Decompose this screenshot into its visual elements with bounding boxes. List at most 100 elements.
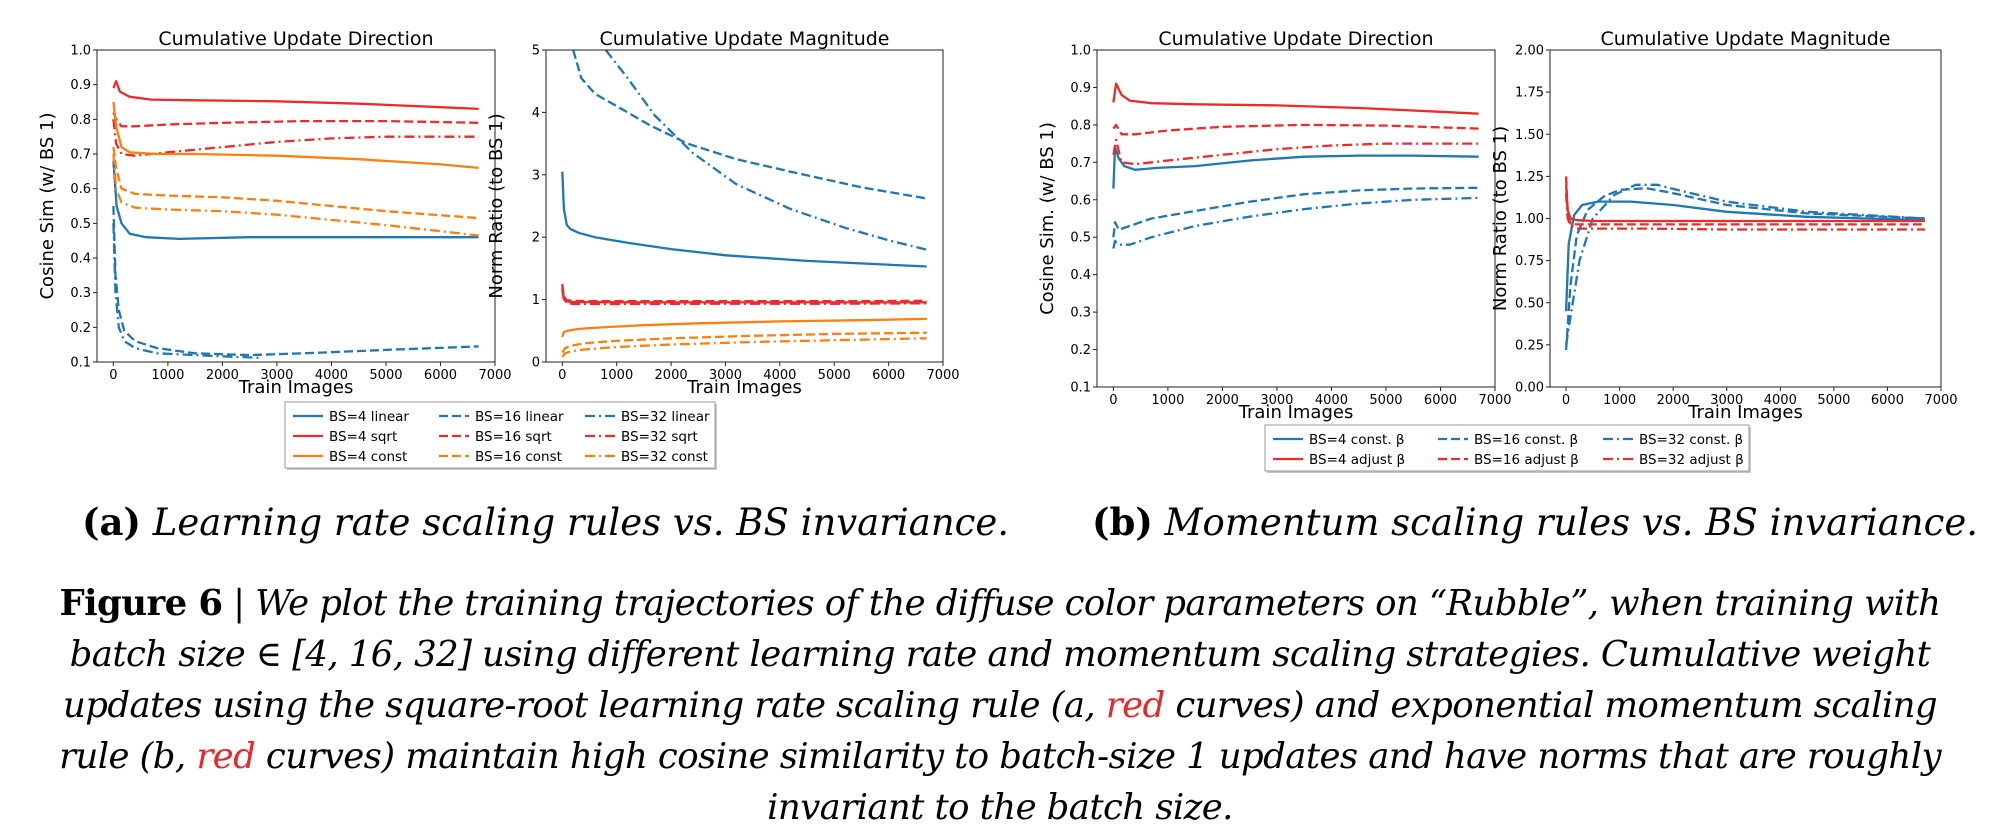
series-line-bs-4-const: [1564, 200, 1925, 312]
x-tick-label: 3000: [1260, 393, 1293, 408]
x-tick-label: 2000: [206, 368, 239, 383]
x-tick-label: 2000: [655, 368, 688, 383]
y-tick-label: 0.2: [70, 321, 91, 336]
x-tick-label: 1000: [1603, 393, 1636, 408]
legend-label: BS=32 sqrt: [621, 429, 698, 445]
series-line-bs-4-const: [1112, 146, 1479, 189]
legend-label: BS=16 const. β: [1474, 432, 1578, 448]
y-tick-label: 0.1: [1070, 381, 1091, 396]
legend-frame: [284, 401, 716, 469]
x-tick-label: 1000: [151, 368, 184, 383]
x-tick-label: 7000: [1478, 393, 1511, 408]
x-tick-label: 7000: [478, 368, 511, 383]
legend-label: BS=32 adjust β: [1639, 452, 1744, 468]
series-line-bs-32-linear: [112, 223, 261, 359]
caption-label: Figure 6: [59, 583, 223, 624]
subcaption-b-text: Momentum scaling rules vs. BS invariance…: [1164, 501, 1978, 544]
legend-label: BS=4 const. β: [1309, 432, 1405, 448]
series-line-bs-16-const: [561, 331, 927, 354]
y-tick-label: 0.75: [1515, 254, 1544, 269]
y-axis-label: Cosine Sim. (w/ BS 1): [1037, 122, 1058, 315]
x-axis-label: Train Images: [1687, 402, 1803, 423]
series-line-bs-4-const: [561, 317, 927, 338]
series-line-bs-16-linear: [112, 205, 479, 357]
x-tick-label: 0: [1562, 393, 1570, 408]
series-line-bs-32-sqrt: [561, 286, 927, 306]
y-tick-label: 0.5: [1070, 231, 1091, 246]
subcaption-a: (a) Learning rate scaling rules vs. BS i…: [82, 500, 1009, 544]
y-tick-label: 5: [532, 44, 540, 59]
series-line-bs-32-const: [561, 337, 927, 358]
y-tick-label: 0.3: [1070, 306, 1091, 321]
y-tick-label: 0.8: [70, 113, 91, 128]
series-line-bs-4-sqrt: [112, 80, 479, 111]
x-tick-label: 4000: [1315, 393, 1348, 408]
y-tick-label: 0.2: [1070, 343, 1091, 358]
y-tick-label: 0.25: [1515, 338, 1544, 353]
x-tick-label: 5000: [1817, 393, 1850, 408]
series-line-bs-16-linear: [572, 50, 927, 200]
series-line-bs-4-linear: [112, 160, 479, 241]
y-axis-label: Cosine Sim (w/ BS 1): [37, 112, 58, 299]
x-axis-label: Train Images: [1238, 402, 1354, 423]
y-tick-label: 4: [532, 106, 540, 121]
legend-panel-a: BS=4 linear BS=16 linear BS=32 linear BS=4 …: [284, 401, 717, 470]
x-tick-label: 3000: [260, 368, 293, 383]
plot-frame: [96, 49, 496, 363]
x-tick-label: 6000: [1424, 393, 1457, 408]
legend-panel-b: BS=4 const. β BS=16 const. β BS=32 const. …: [1264, 424, 1751, 473]
x-tick-label: 6000: [872, 368, 905, 383]
series-line-bs-16-const: [1564, 187, 1925, 350]
panel-b-magnitude-chart: 0 1000 2000 3000 4000 5000 6000 7000 0.00 0.25 0.5…: [1490, 28, 1958, 423]
panel-b-direction-chart: 0 1000 2000 3000 4000 5000 6000 7000 0.1 0.2 0.3 0.…: [1037, 28, 1512, 423]
y-tick-label: 1.0: [70, 44, 91, 59]
x-tick-label: 4000: [1764, 393, 1797, 408]
y-tick-label: 0.9: [70, 78, 91, 93]
y-tick-label: 1: [532, 293, 540, 308]
x-tick-label: 7000: [926, 368, 959, 383]
x-tick-label: 3000: [1710, 393, 1743, 408]
y-tick-label: 1.50: [1515, 128, 1544, 143]
x-tick-label: 3000: [709, 368, 742, 383]
legend-label: BS=4 const: [329, 449, 407, 465]
x-tick-label: 4000: [763, 368, 796, 383]
y-tick-label: 0: [532, 356, 540, 371]
caption-part-1: We plot the training trajectories of the…: [62, 583, 1941, 726]
y-tick-label: 0.3: [70, 286, 91, 301]
series-line-bs-32-const: [1112, 196, 1479, 249]
series-line-bs-4-adjust: [1112, 82, 1479, 115]
chart-title: Cumulative Update Direction: [158, 28, 433, 50]
panel-a-direction-chart: 0 1000 2000 3000 4000 5000 6000 7000 0.1 0.2 0.3 0.…: [37, 28, 512, 398]
legend-label: BS=16 adjust β: [1474, 452, 1579, 468]
caption-red-word-1: red: [1105, 685, 1166, 726]
x-tick-label: 1000: [600, 368, 633, 383]
panel-a-magnitude-chart: 0 1000 2000 3000 4000 5000 6000 7000 0 1 2 3 4 5 Cumul…: [486, 28, 960, 398]
legend-label: BS=4 sqrt: [329, 429, 397, 445]
series-line-bs-4-linear: [561, 171, 927, 268]
plot-frame: [545, 49, 944, 363]
x-tick-label: 0: [1109, 393, 1117, 408]
y-tick-label: 1.00: [1515, 212, 1544, 227]
y-tick-label: 1.75: [1515, 86, 1544, 101]
x-tick-label: 7000: [1924, 393, 1957, 408]
chart-title: Cumulative Update Magnitude: [600, 28, 890, 50]
legend-frame: [1264, 424, 1750, 472]
x-tick-label: 5000: [369, 368, 402, 383]
series-line-bs-32-sqrt: [112, 119, 479, 157]
legend-label: BS=32 linear: [621, 409, 710, 425]
legend-label: BS=16 sqrt: [475, 429, 552, 445]
series-line-bs-32-linear: [604, 50, 927, 251]
x-tick-label: 4000: [315, 368, 348, 383]
y-tick-label: 0.50: [1515, 296, 1544, 311]
series-line-bs-32-const: [112, 153, 479, 237]
y-axis-label: Norm Ratio (to BS 1): [486, 113, 507, 298]
y-tick-label: 3: [532, 168, 540, 183]
legend-label: BS=16 const: [475, 449, 562, 465]
x-tick-label: 6000: [424, 368, 457, 383]
chart-title: Cumulative Update Magnitude: [1601, 28, 1891, 50]
caption-red-word-2: red: [196, 736, 256, 777]
legend-label: BS=4 adjust β: [1309, 452, 1405, 468]
series-line-bs-16-const: [1112, 186, 1479, 238]
x-tick-label: 2000: [1657, 393, 1690, 408]
